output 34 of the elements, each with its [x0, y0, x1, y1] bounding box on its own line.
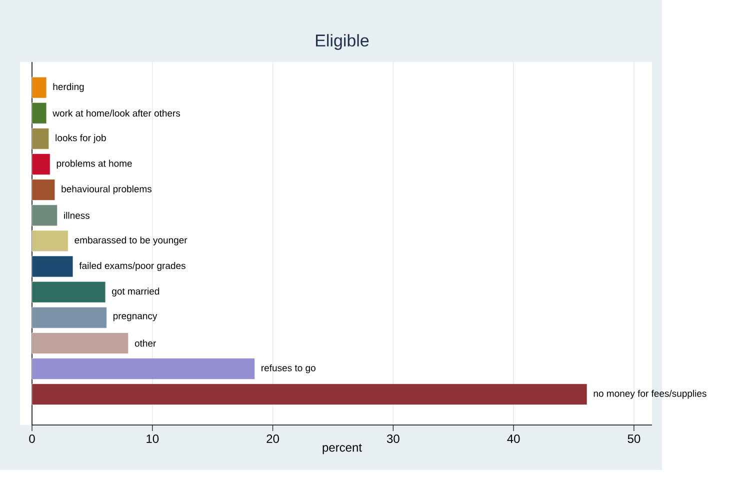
y-tick-label: herding [53, 83, 84, 92]
bar [32, 204, 58, 226]
y-tick-label: got married [112, 288, 160, 296]
bar [32, 306, 107, 328]
bar [32, 384, 588, 405]
y-tick-label: work at home/look after others [52, 110, 180, 117]
y-tick-label: refuses to go [262, 364, 316, 374]
y-tick-label: other [134, 340, 156, 347]
bar [32, 102, 47, 124]
x-tick-label: 0 [29, 434, 35, 444]
bar [32, 358, 255, 380]
x-tick-label: 40 [507, 434, 520, 444]
bar [32, 154, 50, 175]
y-tick-label: pregnancy [113, 314, 158, 322]
bar [32, 256, 74, 278]
bar [32, 179, 56, 200]
y-tick-label: embarassed to be younger [74, 236, 188, 246]
x-tick-label: 10 [146, 434, 159, 444]
bar [32, 76, 47, 98]
x-tick-label: 20 [266, 434, 279, 444]
bar [32, 281, 106, 303]
x-tick-label: 30 [386, 434, 400, 444]
y-tick-label: behavioural problems [62, 185, 152, 194]
chart-title: Eligible [316, 34, 369, 50]
y-tick-label: looks for job [56, 134, 106, 144]
bar [32, 332, 128, 354]
x-tick-label: 50 [628, 434, 640, 444]
y-tick-label: no money for fees/supplies [594, 390, 706, 399]
bar [32, 128, 50, 150]
y-tick-label: illness [64, 212, 90, 219]
y-tick-label: problems at home [56, 160, 132, 169]
y-tick-label: failed exams/poor grades [79, 262, 186, 271]
bar [32, 230, 68, 252]
x-axis-title: percent [322, 444, 362, 454]
